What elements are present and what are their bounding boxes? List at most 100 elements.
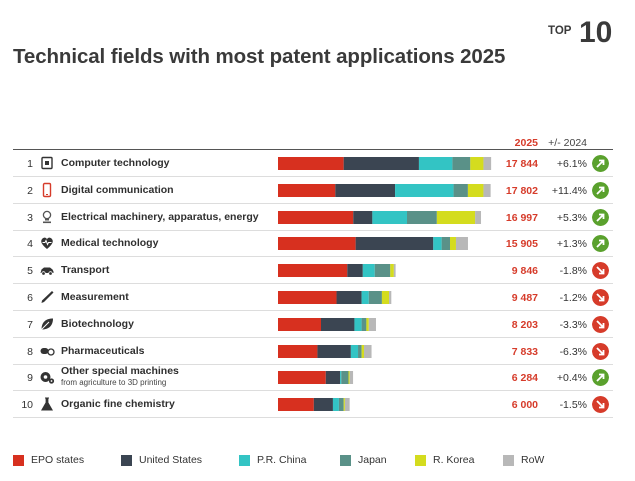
bar-segment xyxy=(483,157,492,170)
pen-icon xyxy=(41,291,54,303)
smartphone-icon xyxy=(42,182,52,197)
stacked-bar xyxy=(278,210,482,224)
table-row: 4 Medical technology 15 905 +1.3% xyxy=(13,230,613,258)
row-divider xyxy=(13,310,613,311)
bar-segment xyxy=(381,291,390,304)
header-divider xyxy=(13,149,613,150)
category-label: Measurement xyxy=(61,291,129,303)
category-label: Pharmaceuticals xyxy=(61,344,145,357)
column-header-year: 2025 xyxy=(514,137,538,149)
bar-segment xyxy=(364,344,372,358)
row-divider xyxy=(13,256,613,258)
table-row: 10 Organic fine chemistry 6 000 -1.5% xyxy=(13,391,613,419)
bar-segment xyxy=(350,344,359,358)
bar-segment xyxy=(278,237,356,251)
row-divider xyxy=(13,336,613,338)
change-label: -3.3% xyxy=(559,318,587,331)
total-value-label: 6 284 xyxy=(511,372,538,385)
pill-icon xyxy=(40,347,55,356)
legend-label: Japan xyxy=(358,454,387,466)
bar-segment xyxy=(470,157,484,170)
car-icon xyxy=(40,267,54,276)
bar-segment xyxy=(325,371,341,385)
leaf-icon xyxy=(41,318,53,330)
bar-segment xyxy=(278,317,321,331)
bar-segment xyxy=(361,317,367,331)
bar-segment xyxy=(278,291,337,304)
row-rank: 4 xyxy=(27,238,33,251)
total-value-label: 7 833 xyxy=(511,345,538,358)
bar-segment xyxy=(436,210,476,224)
bar-segment xyxy=(453,183,468,197)
stacked-bar xyxy=(278,264,396,278)
bar-segment xyxy=(278,344,318,358)
bar-segment xyxy=(441,237,450,251)
legend-label: R. Korea xyxy=(433,454,475,466)
stacked-bar xyxy=(278,157,492,170)
bar-segment xyxy=(338,398,344,412)
bar-segment xyxy=(317,344,351,358)
bar-segment xyxy=(343,398,345,412)
chart-title: Technical fields with most patent applic… xyxy=(13,45,506,68)
bar-segment xyxy=(450,237,456,251)
flask-icon xyxy=(41,397,53,411)
table-row: 5 Transport 9 846 -1.8% xyxy=(13,257,613,285)
bar-segment xyxy=(390,264,394,278)
bar-segment xyxy=(321,317,355,331)
table-row: 3 Electrical machinery, apparatus, energy… xyxy=(13,204,613,231)
stacked-bar xyxy=(278,344,372,358)
bar-segment xyxy=(348,371,350,385)
table-row: 9 Other special machines from agriculture … xyxy=(13,364,613,392)
bar-segment xyxy=(389,291,392,304)
bar-segment xyxy=(483,183,491,197)
legend-label: EPO states xyxy=(31,454,85,466)
trend-up-arrow-icon xyxy=(592,155,609,172)
bar-segment xyxy=(455,237,468,251)
change-label: +5.3% xyxy=(556,211,587,224)
legend-swatch xyxy=(415,455,426,466)
row-divider xyxy=(13,176,613,177)
bar-segment xyxy=(336,291,362,304)
bar-segment xyxy=(278,371,326,385)
stacked-bar xyxy=(278,317,376,331)
total-value-label: 16 997 xyxy=(505,211,538,224)
total-value-label: 9 487 xyxy=(511,292,538,304)
row-rank: 10 xyxy=(21,399,33,412)
category-label: Digital communication xyxy=(61,183,174,196)
bar-segment xyxy=(340,371,342,385)
row-rank: 7 xyxy=(27,318,33,331)
bar-segment xyxy=(433,237,442,251)
category-label: Medical technology xyxy=(61,237,159,250)
heart-pulse-icon xyxy=(41,237,53,250)
change-label: +6.1% xyxy=(556,158,587,170)
bar-segment xyxy=(467,183,484,197)
bar-segment xyxy=(393,264,396,278)
bar-segment xyxy=(354,317,362,331)
table-row: 8 Pharmaceuticals 7 833 -6.3% xyxy=(13,338,613,365)
table-row: 2 Digital communication 17 802 +11.4% xyxy=(13,177,613,204)
bar-segment xyxy=(355,237,434,251)
gear-icon xyxy=(40,372,55,384)
category-label: Computer technology xyxy=(61,157,170,169)
change-label: -1.8% xyxy=(559,265,587,278)
bar-segment xyxy=(407,210,437,224)
row-rank: 5 xyxy=(27,265,33,278)
category-label: Transport xyxy=(61,264,110,277)
legend-swatch xyxy=(340,455,351,466)
lightbulb-icon xyxy=(42,210,52,223)
total-value-label: 9 846 xyxy=(511,265,538,278)
bar-segment xyxy=(361,344,364,358)
bar-segment xyxy=(344,398,350,412)
category-label: Other special machines xyxy=(61,365,179,378)
bar-segment xyxy=(332,398,339,412)
bar-segment xyxy=(341,371,349,385)
total-value-label: 15 905 xyxy=(505,238,538,251)
badge-number: 10 xyxy=(579,16,613,49)
row-divider xyxy=(13,417,613,419)
trend-up-arrow-icon xyxy=(592,181,609,199)
badge-top-text: TOP xyxy=(548,25,572,37)
category-label: Biotechnology xyxy=(61,317,134,330)
table-row: 6 Measurement 9 487 -1.2% xyxy=(13,284,613,311)
bar-segment xyxy=(452,157,471,170)
bar-segment xyxy=(366,317,369,331)
